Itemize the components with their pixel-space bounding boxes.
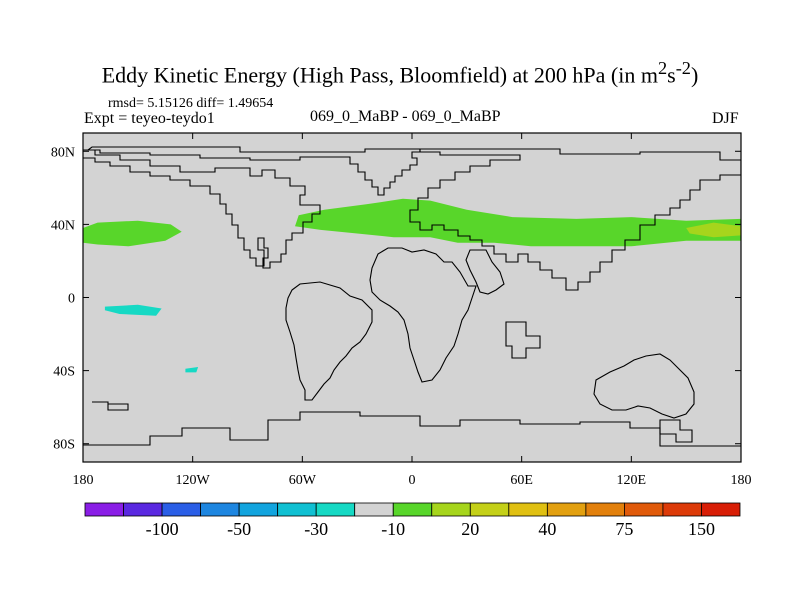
x-tick-label: 180 [731,473,752,488]
colorbar-box [315,502,356,517]
colorbar-label: 20 [461,519,479,539]
x-tick-label: 180 [73,473,94,488]
x-tick-label: 60W [289,473,317,488]
region-north-pacific-jet [83,220,182,247]
coastline-antarctica [83,411,741,447]
colorbar-box [238,502,279,517]
anomaly-regions [83,198,741,373]
colorbar-box [200,502,240,517]
colorbar-box [662,502,702,517]
colorbar-box [508,502,548,517]
x-tick-label: 120E [617,473,647,488]
coastline-south-america [285,281,373,401]
colorbar-label: 150 [688,519,715,539]
colorbar-box [354,502,394,517]
stats-label: rmsd= 5.15126 diff= 1.49654 [108,96,274,111]
coastline-south-pacific-islands [92,401,129,411]
colorbar-box [624,502,664,517]
colorbar-label: -30 [304,519,328,539]
coastline-africa [369,247,477,383]
colorbar-label: 75 [615,519,633,539]
coastline-europe-asia [409,148,741,291]
colorbar-label: -50 [227,519,251,539]
colorbar-box [392,502,433,517]
colorbar-box [277,502,317,517]
colorbar-box [469,502,510,517]
y-tick-label: 80N [51,145,75,160]
coastline-new-zealand [659,419,693,443]
experiment-label: Expt = teyeo-teydo1 [84,110,215,127]
colorbar-box [84,502,124,517]
coastline-north-america [83,149,321,269]
colorbar-label: 40 [538,519,556,539]
region-west-pacific-core [686,222,741,238]
season-label: DJF [712,110,739,127]
x-tick-label: 120W [176,473,211,488]
y-tick-label: 40S [53,365,75,380]
region-south-pacific-negative [185,367,199,373]
coastlines [83,146,741,447]
coastline-middle-east [465,249,505,295]
axis-ticks: 180 120W 60W 0 60E 120E 180 80N 40N 0 40S 80S [51,133,752,488]
colorbar-box [701,502,741,517]
colorbar-box [123,502,163,517]
y-tick-label: 0 [68,292,75,307]
colorbar-box [431,502,471,517]
y-tick-label: 80S [53,438,75,453]
coastline-australia [593,353,695,419]
colorbar-box [585,502,625,517]
coastline-indonesia [505,321,541,359]
region-atlantic-eurasia-jet [295,198,741,247]
plot-background [83,133,741,462]
colorbar-box [546,502,587,517]
comparison-label: 069_0_MaBP - 069_0_MaBP [310,108,501,125]
y-tick-label: 40N [51,218,75,233]
region-tropical-pacific-negative [104,304,162,316]
colorbar-label: -100 [146,519,179,539]
chart-title: Eddy Kinetic Energy (High Pass, Bloomfie… [101,58,699,88]
x-tick-label: 0 [409,473,416,488]
colorbar-label: -10 [381,519,405,539]
x-tick-label: 60E [510,473,533,488]
colorbar-box [161,502,201,517]
colorbar: -100 -50 -30 -10 20 40 75 150 [84,502,741,539]
